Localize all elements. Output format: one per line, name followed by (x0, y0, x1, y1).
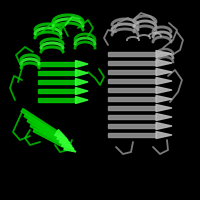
Polygon shape (24, 114, 60, 137)
Polygon shape (55, 130, 68, 140)
Polygon shape (59, 136, 72, 146)
Polygon shape (108, 88, 156, 92)
Polygon shape (76, 60, 88, 68)
Polygon shape (108, 97, 156, 101)
Polygon shape (108, 106, 156, 110)
Polygon shape (156, 104, 172, 112)
Polygon shape (38, 71, 76, 75)
Polygon shape (38, 89, 76, 93)
Polygon shape (108, 52, 156, 56)
Polygon shape (156, 114, 172, 120)
Polygon shape (76, 78, 88, 86)
Polygon shape (76, 88, 88, 95)
Polygon shape (76, 70, 88, 76)
Polygon shape (108, 115, 156, 119)
Polygon shape (108, 133, 156, 137)
Polygon shape (30, 123, 64, 145)
Polygon shape (156, 68, 172, 75)
Polygon shape (33, 128, 66, 148)
Polygon shape (108, 79, 156, 83)
Polygon shape (38, 62, 76, 66)
Polygon shape (21, 109, 57, 134)
Polygon shape (27, 118, 62, 141)
Polygon shape (38, 80, 76, 84)
Polygon shape (64, 143, 76, 152)
Polygon shape (156, 86, 172, 94)
Polygon shape (156, 60, 172, 66)
Polygon shape (108, 61, 156, 65)
Polygon shape (76, 97, 88, 104)
Polygon shape (156, 50, 172, 58)
Polygon shape (156, 122, 172, 130)
Polygon shape (108, 70, 156, 74)
Polygon shape (156, 96, 172, 102)
Polygon shape (156, 77, 172, 84)
Polygon shape (108, 124, 156, 128)
Polygon shape (38, 98, 76, 102)
Polygon shape (156, 132, 172, 138)
Polygon shape (57, 133, 70, 143)
Polygon shape (62, 140, 74, 149)
